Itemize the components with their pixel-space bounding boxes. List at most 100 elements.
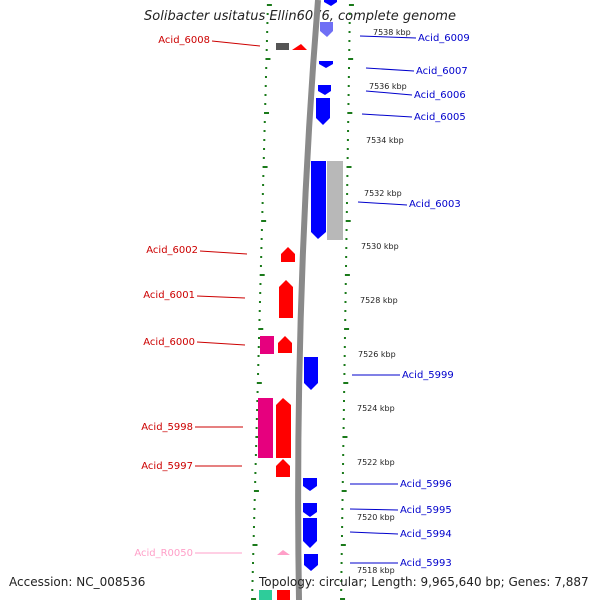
ruler-label: 7538 kbp [373,28,411,37]
tick-mark [260,238,263,240]
tick-mark [347,76,350,78]
tick-mark [253,508,256,510]
tick-mark [346,139,349,141]
tick-mark [343,364,346,366]
gene-feature-top-blue[interactable] [324,0,337,6]
tick-mark [346,148,349,150]
gene-label-acid-5997[interactable]: Acid_5997 [141,461,193,472]
gene-feature-acid-5997[interactable] [276,459,290,477]
gene-feature-acid-5994[interactable] [303,518,317,548]
tick-mark [340,562,343,564]
tick-mark [259,274,265,276]
tick-mark [347,103,350,105]
gene-feature-acid-6008-grey[interactable] [276,43,289,50]
gene-label-acid-6005[interactable]: Acid_6005 [414,112,466,123]
tick-mark [344,301,347,303]
ruler-label: 7526 kbp [358,350,396,359]
tick-mark [343,337,346,339]
tick-mark [344,328,350,330]
tick-mark [341,481,344,483]
ruler-label: 7518 kbp [357,566,395,575]
gene-feature-acid-6003-other[interactable] [327,161,343,240]
gene-feature-bottom-other[interactable] [259,590,272,600]
tick-mark [261,193,264,195]
tick-mark [258,310,261,312]
tick-mark [256,382,262,384]
tick-mark [260,247,263,249]
reverse-strand-features [303,0,343,571]
gene-feature-acid-6005[interactable] [316,98,330,125]
gene-feature-acid-6009[interactable] [320,22,333,37]
tick-mark [345,256,348,258]
tick-mark [340,580,343,582]
gene-feature-acid-6001[interactable] [279,280,293,318]
tick-mark [342,463,345,465]
gene-label-acid-6001[interactable]: Acid_6001 [143,290,195,301]
tick-mark [347,121,350,123]
gene-feature-acid-6003[interactable] [311,161,326,239]
gene-label-acid-r0050[interactable]: Acid_R0050 [134,548,193,559]
gene-feature-acid-6002[interactable] [281,247,295,262]
tick-mark [348,4,354,6]
ruler-label: 7528 kbp [360,296,398,305]
tick-mark [263,130,266,132]
tick-mark [260,229,263,231]
ruler-labels: 7538 kbp 7536 kbp 7534 kbp 7532 kbp 7530… [357,28,411,575]
gene-label-acid-5996[interactable]: Acid_5996 [400,479,452,490]
tick-mark [254,472,257,474]
forward-strand-features [258,43,307,600]
gene-feature-acid-6007[interactable] [319,61,333,68]
gene-label-acid-5999[interactable]: Acid_5999 [402,370,454,381]
gene-feature-acid-6000[interactable] [278,336,292,353]
gene-feature-bottom-red[interactable] [277,590,290,600]
tick-mark [341,472,344,474]
gene-label-acid-5993[interactable]: Acid_5993 [400,558,452,569]
gene-label-acid-6003[interactable]: Acid_6003 [409,199,461,210]
tick-mark [264,94,267,96]
tick-mark [348,31,351,33]
tick-mark [264,112,270,114]
gene-label-acid-6008[interactable]: Acid_6008 [158,35,210,46]
gene-feature-acid-6000-other[interactable] [260,336,274,354]
gene-label-acid-6002[interactable]: Acid_6002 [146,245,198,256]
tick-mark [255,445,258,447]
gene-feature-acid-r0050[interactable] [277,550,290,555]
gene-feature-acid-5998-other[interactable] [258,398,273,458]
tick-mark [342,418,345,420]
gene-feature-acid-5993[interactable] [304,554,318,571]
tick-mark [264,76,267,78]
tick-mark [345,238,348,240]
gene-feature-acid-5996[interactable] [303,478,317,491]
gene-label-acid-6007[interactable]: Acid_6007 [416,66,468,77]
gene-label-acid-5995[interactable]: Acid_5995 [400,505,452,516]
tick-mark [256,409,259,411]
gene-label-acid-6006[interactable]: Acid_6006 [414,90,466,101]
gene-label-acid-6000[interactable]: Acid_6000 [143,337,195,348]
tick-mark [340,544,346,546]
tick-mark [345,211,348,213]
tick-mark [257,364,260,366]
gene-feature-acid-6008[interactable] [292,44,307,50]
ruler-label: 7534 kbp [366,136,404,145]
tick-mark [263,121,266,123]
tick-mark [262,184,265,186]
genome-summary-text: Topology: circular; Length: 9,965,640 bp… [259,575,589,589]
gene-feature-acid-5995[interactable] [303,503,317,517]
map-title: Solibacter usitatus Ellin6076, complete … [144,9,456,24]
tick-mark [348,40,351,42]
gene-feature-acid-5999[interactable] [304,357,318,390]
tick-mark [258,319,261,321]
gene-label-acid-5998[interactable]: Acid_5998 [141,422,193,433]
gene-feature-acid-6006[interactable] [318,85,331,95]
tick-mark [340,553,343,555]
tick-mark [344,319,347,321]
tick-mark [345,265,348,267]
tick-mark [252,535,255,537]
gene-label-acid-5994[interactable]: Acid_5994 [400,529,452,540]
tick-mark [341,508,344,510]
gene-feature-acid-5998[interactable] [276,398,291,458]
gene-label-acid-6009[interactable]: Acid_6009 [418,33,470,44]
tick-mark [348,22,351,24]
tick-mark [343,373,346,375]
